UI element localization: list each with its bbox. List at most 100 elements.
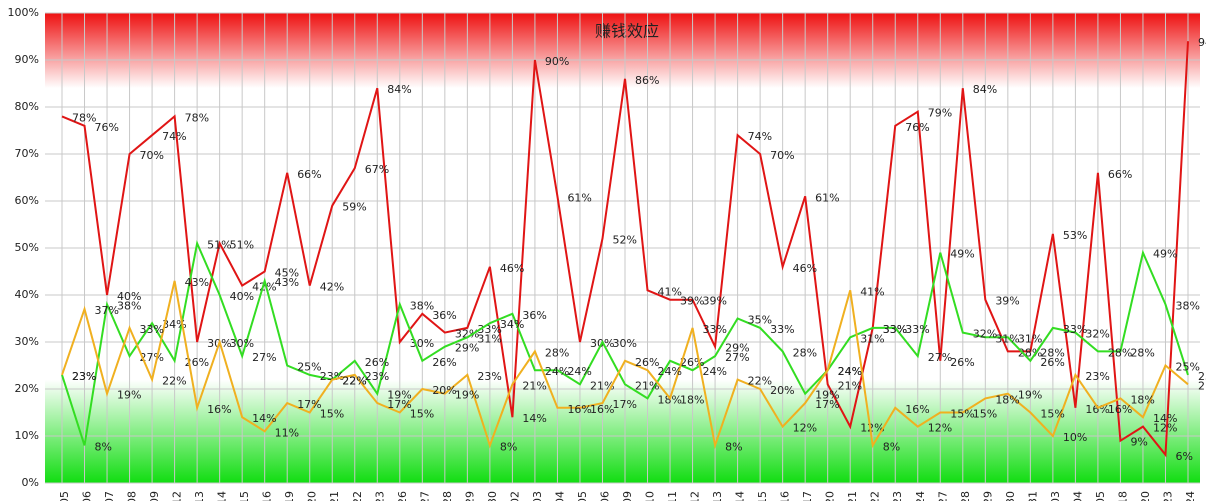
data-label: 79%: [928, 107, 952, 120]
x-tick-label: 20: [306, 491, 319, 501]
series-line: [61, 280, 1189, 450]
data-label: 33%: [703, 323, 727, 336]
data-label: 16%: [905, 403, 929, 416]
y-tick-label: 30%: [15, 335, 39, 348]
data-label: 26%: [1040, 356, 1064, 369]
data-label: 41%: [658, 285, 682, 298]
data-label: 26%: [365, 356, 389, 369]
data-label: 31%: [860, 332, 884, 345]
data-label: 21%: [590, 379, 614, 392]
data-label: 22%: [342, 375, 366, 388]
x-tick-label: 29: [981, 491, 994, 501]
data-label: 86%: [635, 74, 659, 87]
data-label: 33%: [1063, 323, 1087, 336]
data-label: 20%: [432, 384, 456, 397]
data-label: 30%: [612, 337, 636, 350]
data-label: 24%: [838, 365, 862, 378]
data-label: 32%: [455, 328, 479, 341]
data-label: 40%: [117, 290, 141, 303]
x-tick-label: 16: [261, 491, 274, 501]
y-tick-label: 0%: [22, 476, 39, 489]
data-label: 16%: [1108, 403, 1132, 416]
data-label: 49%: [1153, 248, 1177, 261]
data-label: 8%: [95, 440, 112, 453]
data-label: 76%: [905, 121, 929, 134]
x-tick-label: 02: [508, 491, 521, 501]
data-label: 33%: [883, 323, 907, 336]
data-label: 39%: [703, 295, 727, 308]
data-label: 9%: [1130, 436, 1147, 449]
x-tick-label: 20: [1139, 491, 1152, 501]
x-tick-label: 15: [238, 491, 251, 501]
data-label: 41%: [860, 285, 884, 298]
x-tick-label: 09: [148, 491, 161, 501]
y-tick-label: 60%: [15, 194, 39, 207]
x-tick-label: 24: [1184, 491, 1197, 501]
data-label: 33%: [883, 323, 907, 336]
x-tick-label: 05: [1094, 491, 1107, 501]
x-tick-label: 07: [103, 491, 116, 501]
series-line: [61, 41, 1189, 458]
data-label: 31%: [995, 332, 1019, 345]
x-tick-label: 22: [351, 491, 364, 501]
x-tick-label: 29: [463, 491, 476, 501]
data-label: 12%: [928, 422, 952, 435]
x-tick-label: 12: [171, 491, 184, 501]
data-label: 45%: [275, 267, 299, 280]
data-label: 14%: [252, 412, 276, 425]
x-tick-label: 26: [396, 491, 409, 501]
data-label: 30%: [230, 337, 254, 350]
data-label: 94%: [1198, 36, 1206, 49]
data-label: 51%: [230, 238, 254, 251]
data-label: 51%: [207, 238, 231, 251]
data-label: 23%: [72, 370, 96, 383]
data-label: 23%: [1085, 370, 1109, 383]
y-tick-label: 20%: [15, 382, 39, 395]
data-label: 19%: [815, 389, 839, 402]
x-tick-label: 22: [869, 491, 882, 501]
data-label: 40%: [230, 290, 254, 303]
y-tick-label: 100%: [8, 6, 39, 19]
x-tick-label: 24: [914, 491, 927, 501]
x-tick-label: 23: [891, 491, 904, 501]
data-label: 26%: [950, 356, 974, 369]
data-label: 15%: [950, 408, 974, 421]
data-label: 31%: [1018, 332, 1042, 345]
data-label: 84%: [387, 83, 411, 96]
data-label: 24%: [658, 365, 682, 378]
data-label: 35%: [748, 314, 772, 327]
chart-title: 赚钱效应: [595, 22, 659, 41]
data-label: 12%: [1153, 422, 1177, 435]
data-label: 14%: [522, 412, 546, 425]
data-label: 23%: [72, 370, 96, 383]
y-tick-label: 10%: [15, 429, 39, 442]
x-tick-label: 12: [689, 491, 702, 501]
data-label: 74%: [748, 130, 772, 143]
y-tick-label: 50%: [15, 241, 39, 254]
data-label: 53%: [1063, 229, 1087, 242]
x-tick-label: 13: [193, 491, 206, 501]
data-label: 14%: [1153, 412, 1177, 425]
data-label: 19%: [455, 389, 479, 402]
data-label: 34%: [162, 318, 186, 331]
data-label: 10%: [1063, 431, 1087, 444]
data-label: 90%: [545, 55, 569, 68]
data-label: 12%: [793, 422, 817, 435]
data-label: 15%: [973, 408, 997, 421]
data-label: 23%: [477, 370, 501, 383]
x-tick-label: 15: [756, 491, 769, 501]
x-tick-label: 27: [936, 491, 949, 501]
data-label: 18%: [680, 393, 704, 406]
data-label: 76%: [95, 121, 119, 134]
data-label: 21%: [838, 379, 862, 392]
y-tick-label: 80%: [15, 100, 39, 113]
x-tick-label: 08: [126, 491, 139, 501]
data-label: 28%: [1108, 346, 1132, 359]
data-label: 8%: [883, 440, 900, 453]
x-tick-label: 11: [666, 491, 679, 501]
data-label: 24%: [545, 365, 569, 378]
data-label: 18%: [995, 393, 1019, 406]
data-label: 17%: [612, 398, 636, 411]
data-label: 78%: [185, 111, 209, 124]
